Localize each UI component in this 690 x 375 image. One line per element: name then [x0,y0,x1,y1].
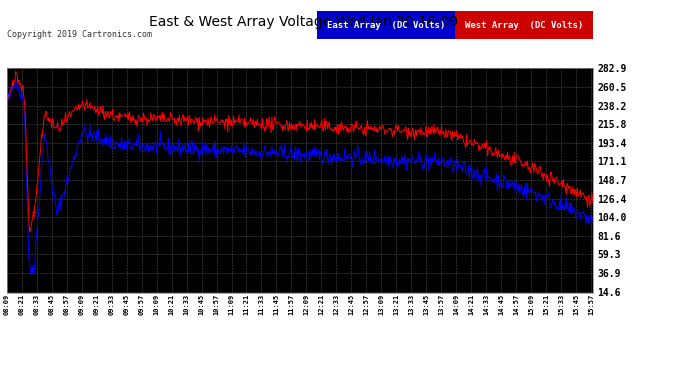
Text: East & West Array Voltage Wed Jan 30 16:09: East & West Array Voltage Wed Jan 30 16:… [149,15,458,29]
Text: West Array  (DC Volts): West Array (DC Volts) [465,21,584,30]
Text: Copyright 2019 Cartronics.com: Copyright 2019 Cartronics.com [7,30,152,39]
Text: East Array  (DC Volts): East Array (DC Volts) [327,21,446,30]
